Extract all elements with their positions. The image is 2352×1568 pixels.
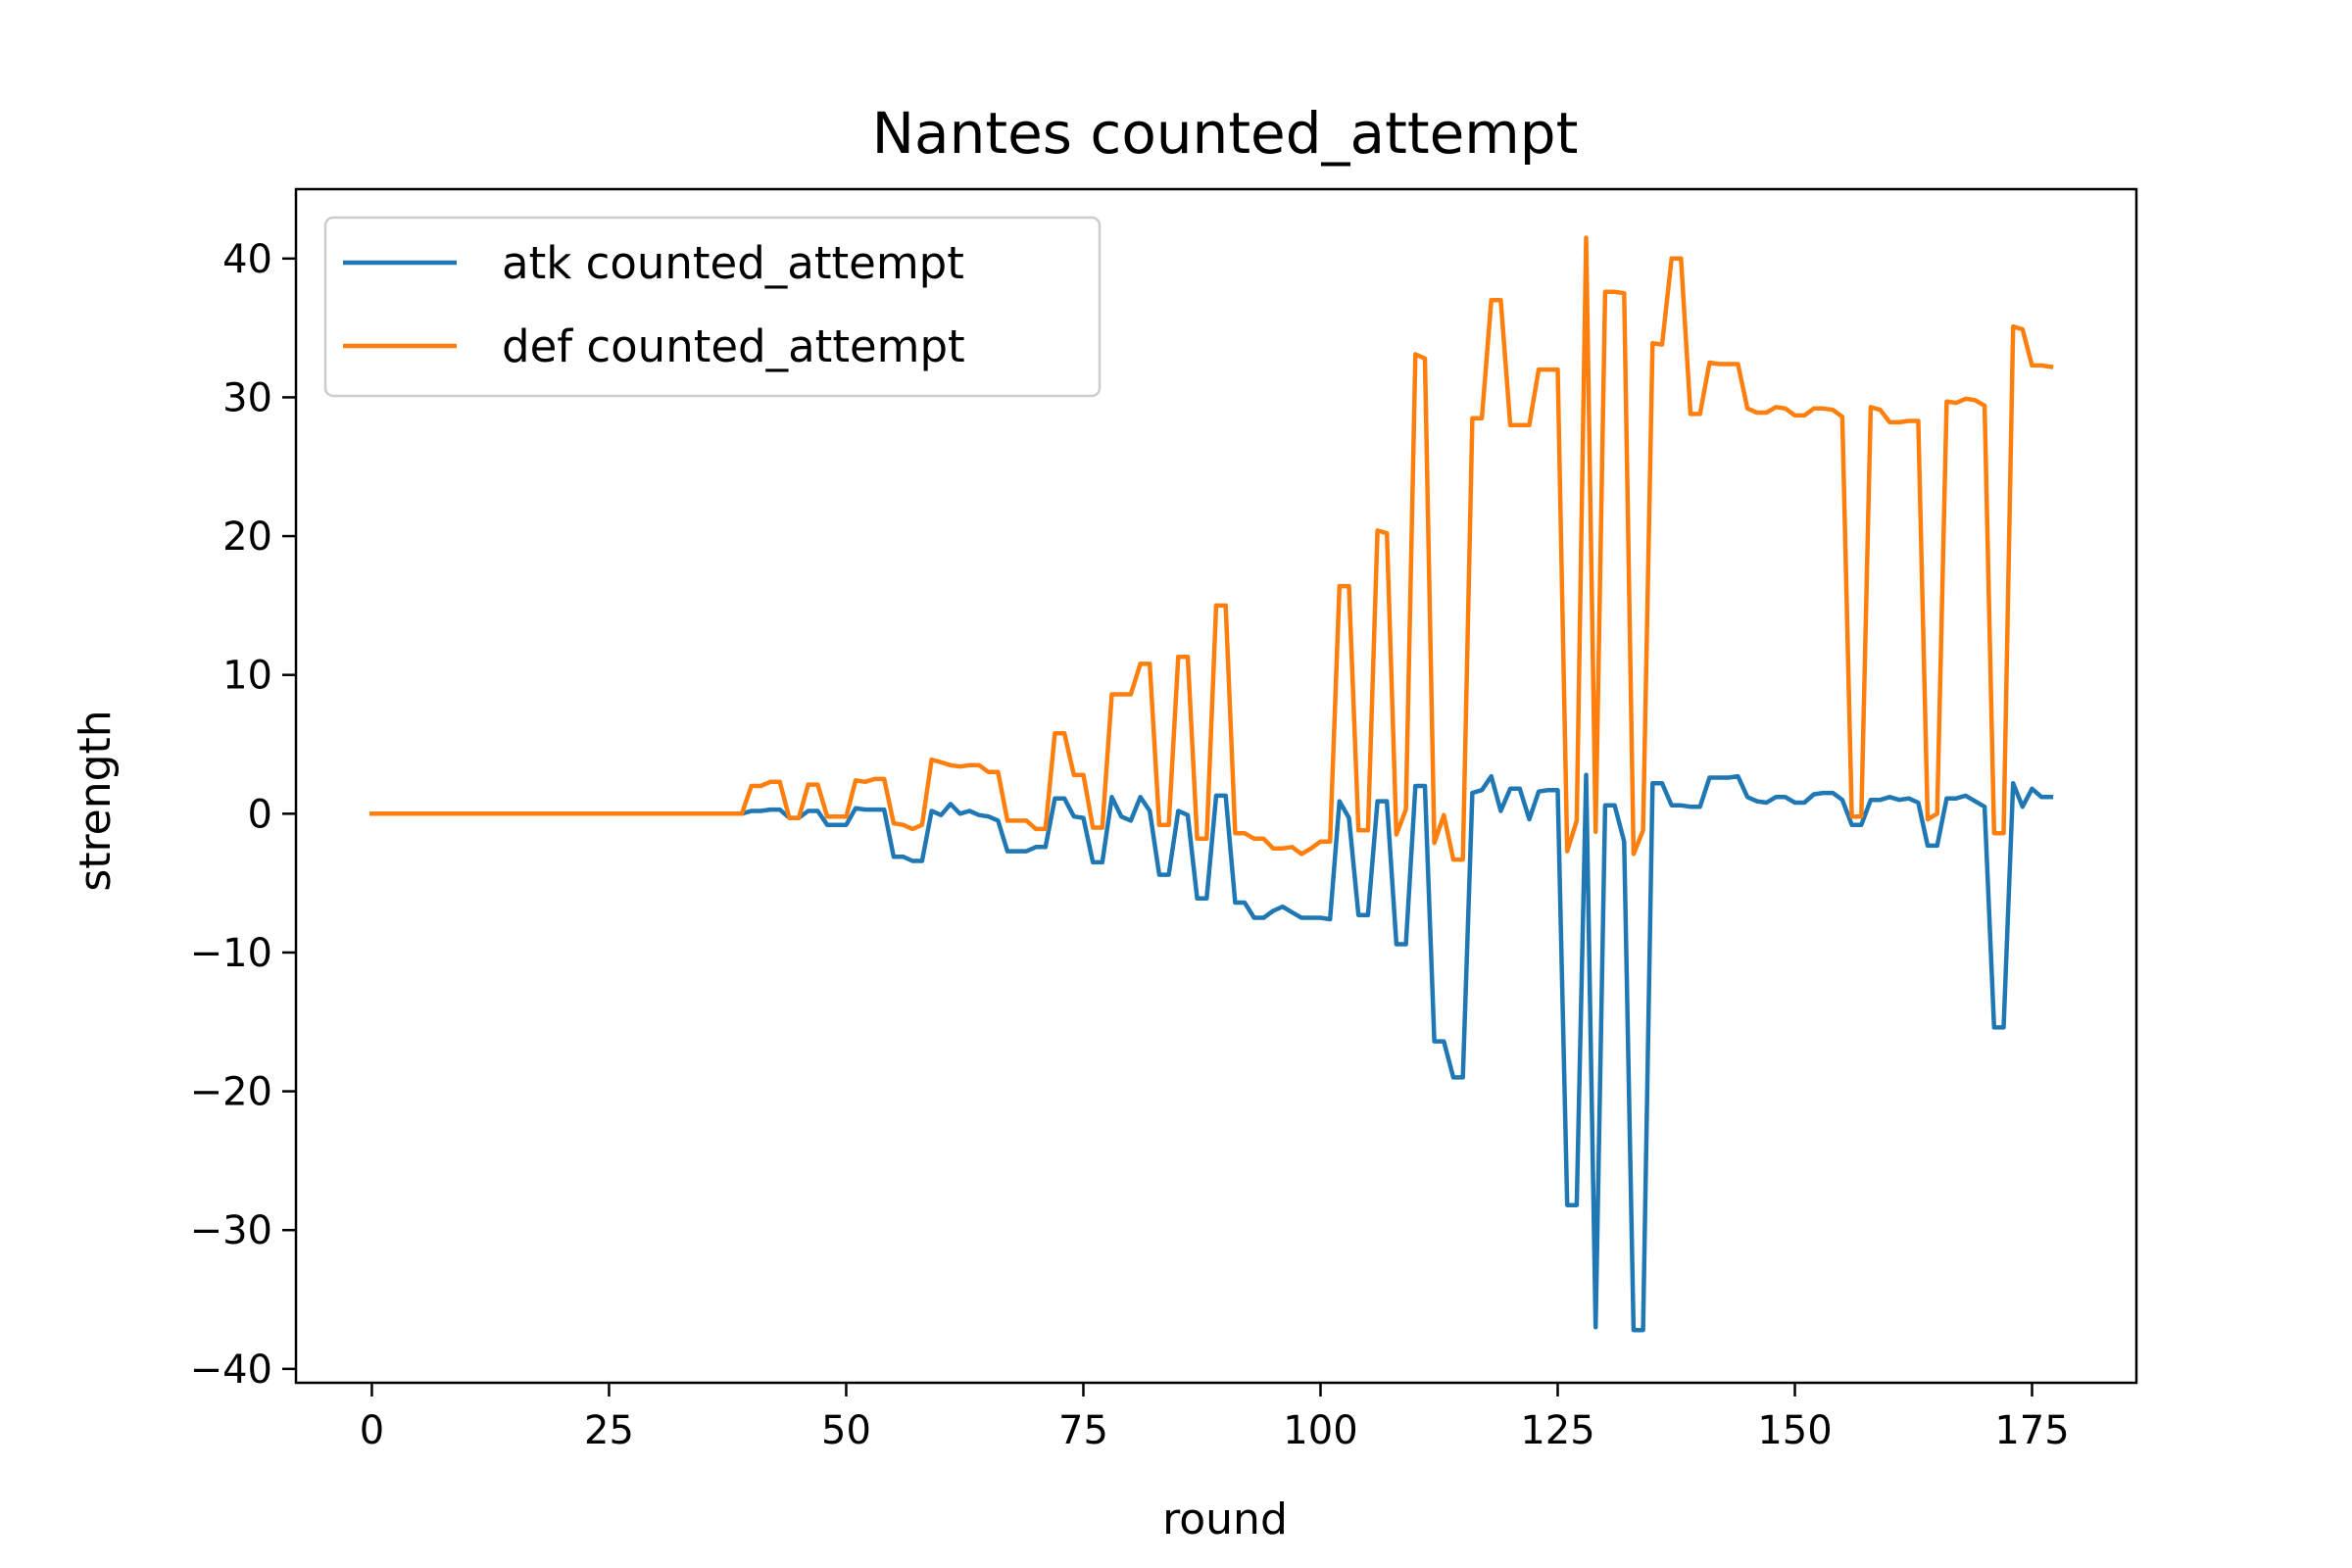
x-tick-label: 75 xyxy=(1058,1408,1108,1453)
y-tick-label: 20 xyxy=(222,514,272,560)
chart-title: Nantes counted_attempt xyxy=(872,100,1579,167)
x-tick-label: 125 xyxy=(1520,1408,1594,1453)
y-tick-label: 10 xyxy=(222,654,272,699)
x-tick-label: 0 xyxy=(360,1408,384,1453)
plot-area: 0 25 50 75 100 125 150 175 −40 −30 −20 −10 0 10 20 30 40 xyxy=(190,187,2138,1453)
legend-box xyxy=(323,216,1102,398)
x-tick-label: 150 xyxy=(1757,1408,1832,1453)
y-tick-label: 30 xyxy=(222,375,272,420)
x-tick-label: 100 xyxy=(1283,1408,1357,1453)
legend-label-def: def counted_attempt xyxy=(502,320,965,372)
y-tick-label: −40 xyxy=(190,1348,272,1393)
x-tick-label: 175 xyxy=(1994,1408,2069,1453)
x-axis-label: round xyxy=(1162,1494,1288,1544)
y-tick-label: −30 xyxy=(190,1208,272,1253)
axes-frame xyxy=(294,187,2138,1385)
legend-label-atk: atk counted_attempt xyxy=(502,237,964,289)
series-line-def xyxy=(369,235,2054,862)
y-tick-label: 40 xyxy=(222,237,272,282)
y-tick-label: 0 xyxy=(248,792,272,837)
x-tick-label: 25 xyxy=(584,1408,634,1453)
series-line-atk xyxy=(369,772,2054,1333)
x-tick-label: 50 xyxy=(821,1408,871,1453)
y-tick-label: −20 xyxy=(190,1070,272,1115)
y-axis-label: strength xyxy=(71,710,121,891)
y-tick-label: −10 xyxy=(190,931,272,976)
